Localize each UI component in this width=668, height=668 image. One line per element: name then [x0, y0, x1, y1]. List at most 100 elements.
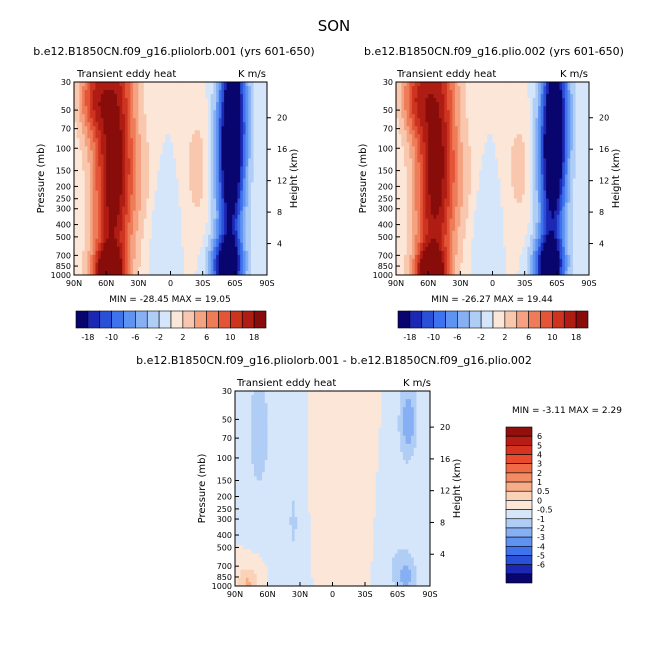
contour-cell: [224, 254, 228, 260]
contour-cell: [87, 246, 91, 252]
contour-cell: [84, 262, 88, 268]
contour-cell: [106, 214, 110, 220]
contour-cell: [564, 110, 568, 115]
contour-cell: [127, 270, 131, 276]
season-title: SON: [318, 17, 351, 35]
contour-cell: [74, 202, 78, 208]
contour-cell: [159, 118, 163, 123]
contour-cell: [167, 90, 171, 95]
contour-cell: [237, 170, 241, 175]
contour-cell: [487, 138, 491, 143]
contour-cell: [154, 178, 158, 183]
contour-cell: [232, 158, 236, 163]
contour-cell: [173, 114, 177, 119]
contour-cell: [261, 154, 265, 159]
contour-cell: [524, 122, 528, 127]
contour-cell: [98, 162, 102, 167]
contour-cell: [253, 170, 257, 175]
contour-cell: [74, 150, 78, 155]
contour-cell: [401, 146, 405, 151]
contour-cell: [124, 110, 129, 115]
contour-cell: [229, 198, 233, 204]
contour-cell: [487, 90, 491, 95]
contour-cell: [508, 154, 512, 159]
contour-cell: [191, 198, 196, 204]
contour-cell: [181, 110, 185, 115]
contour-cell: [132, 126, 137, 131]
contour-cell: [213, 190, 217, 195]
contour-cell: [250, 206, 254, 212]
contour-cell: [189, 214, 193, 220]
contour-cell: [143, 254, 147, 260]
contour-cell: [194, 150, 198, 155]
contour-cell: [559, 142, 563, 147]
contour-cell: [202, 206, 206, 212]
contour-cell: [103, 142, 107, 147]
contour-cell: [216, 230, 220, 236]
contour-cell: [143, 90, 147, 95]
contour-cell: [473, 138, 477, 143]
contour-cell: [173, 86, 177, 91]
contour-cell: [556, 134, 560, 139]
panel-2-units-label: K m/s: [560, 69, 588, 80]
contour-cell: [425, 158, 429, 163]
panel-1-title: b.e12.B1850CN.f09_g16.pliolorb.001 (yrs …: [33, 45, 314, 58]
contour-cell: [114, 142, 118, 147]
contour-cell: [452, 130, 456, 135]
contour-cell: [398, 86, 402, 91]
contour-cell: [178, 242, 182, 248]
contour-cell: [248, 214, 252, 220]
contour-cell: [197, 198, 201, 204]
contour-cell: [189, 122, 193, 127]
contour-cell: [170, 126, 174, 131]
contour-cell: [495, 142, 499, 147]
contour-cell: [119, 170, 123, 175]
contour-cell: [79, 94, 83, 99]
contour-cell: [237, 94, 241, 99]
contour-cell: [181, 82, 185, 87]
contour-cell: [167, 238, 171, 244]
contour-cell: [159, 82, 163, 87]
contour-cell: [449, 130, 453, 135]
contour-cell: [258, 154, 263, 159]
contour-cell: [186, 94, 190, 99]
contour-cell: [535, 158, 539, 163]
contour-cell: [162, 242, 166, 248]
contour-cell: [159, 130, 163, 135]
contour-cell: [229, 202, 233, 208]
contour-cell: [516, 86, 520, 91]
contour-cell: [159, 222, 163, 228]
contour-cell: [127, 246, 131, 252]
contour-cell: [124, 134, 129, 139]
contour-cell: [500, 158, 504, 163]
contour-cell: [157, 226, 161, 232]
contour-cell: [114, 270, 118, 276]
contour-cell: [479, 106, 483, 111]
contour-cell: [213, 262, 217, 268]
contour-cell: [100, 210, 104, 216]
colorbar-swatch: [87, 310, 101, 329]
contour-cell: [208, 234, 212, 240]
contour-cell: [74, 162, 78, 167]
contour-cell: [76, 98, 80, 103]
contour-cell: [224, 126, 228, 131]
contour-cell: [183, 158, 187, 163]
contour-cell: [264, 194, 268, 199]
contour-cell: [143, 186, 147, 191]
contour-cell: [191, 150, 196, 155]
contour-cell: [135, 190, 139, 195]
contour-cell: [578, 86, 582, 91]
contour-cell: [205, 162, 209, 167]
contour-cell: [151, 234, 155, 240]
contour-cell: [186, 150, 190, 155]
contour-cell: [90, 98, 94, 103]
contour-cell: [258, 230, 263, 236]
contour-cell: [95, 114, 99, 119]
contour-cell: [404, 130, 408, 135]
contour-cell: [567, 106, 571, 111]
contour-cell: [237, 98, 241, 103]
contour-cell: [119, 110, 123, 115]
contour-cell: [497, 94, 501, 99]
contour-cell: [232, 106, 236, 111]
contour-cell: [503, 118, 507, 123]
